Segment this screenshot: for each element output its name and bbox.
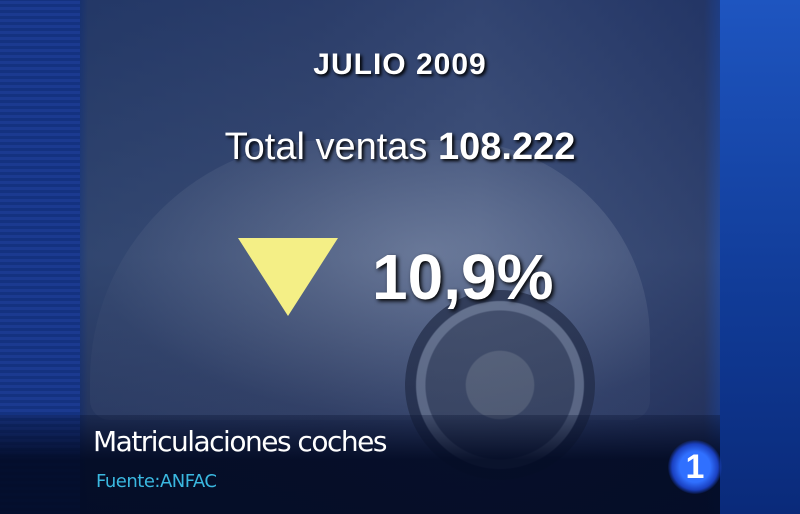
caption-source: Fuente:ANFAC bbox=[96, 471, 217, 492]
graphic-title: JULIO 2009 bbox=[313, 48, 487, 81]
total-value: 108.222 bbox=[437, 126, 576, 168]
right-bar-decoration bbox=[720, 0, 800, 514]
change-percentage: 10,9% bbox=[372, 241, 554, 313]
caption-headline: Matriculaciones coches bbox=[93, 425, 387, 458]
total-sales: Total ventas 108.222 bbox=[0, 126, 800, 169]
lower-third-band bbox=[0, 415, 720, 514]
total-label: Total ventas bbox=[224, 126, 428, 168]
down-triangle-icon bbox=[238, 238, 338, 316]
channel-logo: 1 bbox=[668, 440, 722, 494]
